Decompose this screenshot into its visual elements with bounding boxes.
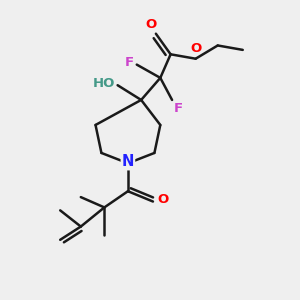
- Text: N: N: [122, 154, 134, 169]
- Text: HO: HO: [93, 77, 115, 90]
- Text: O: O: [158, 193, 169, 206]
- Text: O: O: [146, 18, 157, 31]
- Text: O: O: [190, 42, 202, 55]
- Text: F: F: [125, 56, 134, 69]
- Text: F: F: [174, 102, 183, 115]
